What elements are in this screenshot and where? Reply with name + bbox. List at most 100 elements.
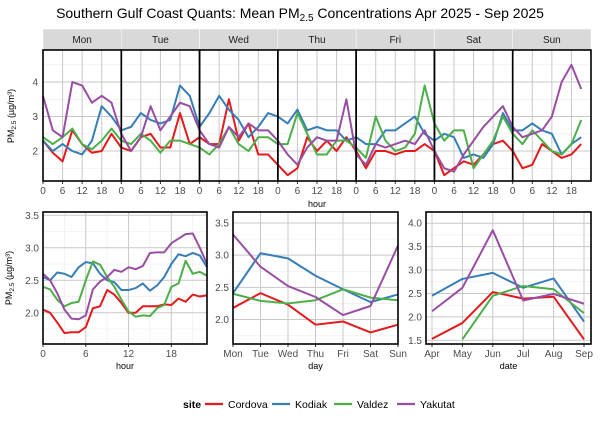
x-tick-label: 18 (488, 186, 500, 197)
title-subscript: 2.5 (300, 13, 314, 24)
panel-border (232, 211, 399, 345)
x-tick-label: Wed (278, 349, 298, 360)
x-tick-label: 18 (253, 186, 265, 197)
x-tick-label: Mon (223, 349, 242, 360)
panel-border (42, 211, 208, 345)
y-tick-label: 3.5 (408, 242, 422, 253)
hour-line-kodiak (42, 251, 208, 292)
y-tick-label: 4.0 (408, 219, 422, 230)
x-tick-label: 0 (275, 186, 281, 197)
y-tick-label: 1.5 (408, 336, 422, 347)
x-tick-label: 12 (123, 349, 135, 360)
facet-label-thu: Thu (308, 35, 325, 46)
legend: site Cordova Kodiak Valdez Yakutat (183, 399, 455, 411)
x-tick-label: 6 (83, 349, 89, 360)
y-label-sub: 2.5 (11, 120, 18, 129)
x-tick-label: 12 (77, 186, 89, 197)
x-tick-label: 6 (373, 186, 379, 197)
y-tick-label: 4 (32, 78, 38, 89)
x-tick-label: Jun (485, 349, 501, 360)
chart-title: Southern Gulf Coast Quants: Mean PM2.5 C… (56, 5, 544, 24)
facet-label-fri: Fri (389, 35, 401, 46)
x-tick-label: Apr (424, 349, 440, 360)
day-line-yakutat (232, 233, 399, 317)
y-tick-label: 2.0 (215, 315, 229, 326)
x-tick-label: 0 (119, 186, 125, 197)
x-tick-label: 18 (166, 349, 178, 360)
facet-label-mon: Mon (72, 35, 91, 46)
x-tick-label: 6 (216, 186, 222, 197)
facet-label-tue: Tue (152, 35, 169, 46)
y-tick-label: 3.0 (408, 266, 422, 277)
day-line-kodiak (232, 252, 399, 304)
x-tick-label: 12 (155, 186, 167, 197)
y-axis-label-top: PM2.5 (µg/m³) (6, 89, 18, 143)
x-tick-label: Thu (307, 349, 324, 360)
x-tick-label: 12 (233, 186, 245, 197)
month-line-kodiak (431, 271, 585, 323)
series-line-kodiak (42, 84, 582, 159)
x-tick-label: 6 (530, 186, 536, 197)
y-label-main: PM (6, 130, 16, 144)
y-tick-label: 2.5 (215, 283, 229, 294)
x-axis-label: date (500, 361, 518, 371)
legend-label-yakutat: Yakutat (420, 399, 455, 411)
x-tick-label: 18 (174, 186, 186, 197)
y-tick-label: 2 (32, 147, 38, 158)
month-line-yakutat (431, 229, 585, 313)
y-tick-label: 2.0 (408, 312, 422, 323)
series-line-valdez (42, 84, 583, 170)
y-tick-label: 3.5 (25, 211, 39, 222)
x-tick-label: 12 (468, 186, 480, 197)
x-tick-label: May (453, 349, 472, 360)
x-tick-label: 18 (331, 186, 343, 197)
y-tick-label: 3.0 (25, 243, 39, 254)
y-tick-label: 2.5 (408, 289, 422, 300)
y-tick-label: 3.0 (215, 251, 229, 262)
y-tick-label: 3 (32, 112, 38, 123)
x-tick-label: 0 (353, 186, 359, 197)
x-tick-label: 0 (510, 186, 516, 197)
series-line-yakutat (42, 63, 583, 173)
x-tick-label: 18 (96, 186, 108, 197)
x-tick-label: Sat (363, 349, 378, 360)
y-label-unit: (µg/m³) (4, 251, 14, 283)
month-line-cordova (431, 291, 585, 340)
x-tick-label: 0 (40, 349, 46, 360)
y-label-main: PM (4, 292, 14, 306)
title-rest: Concentrations Apr 2025 - Sep 2025 (314, 5, 545, 21)
hour-line-valdez (42, 259, 208, 318)
x-tick-label: 6 (451, 186, 457, 197)
x-tick-label: 0 (40, 186, 46, 197)
x-tick-label: Tue (252, 349, 269, 360)
y-tick-label: 3.5 (215, 218, 229, 229)
x-axis-label: day (308, 361, 323, 371)
day-line-cordova (232, 292, 399, 334)
x-tick-label: Sep (575, 349, 593, 360)
x-tick-label: 6 (295, 186, 301, 197)
panel-border (425, 211, 592, 345)
x-tick-label: 18 (566, 186, 578, 197)
x-tick-label: 6 (60, 186, 66, 197)
y-label-sub: 2.5 (9, 282, 16, 291)
legend-title: site (183, 399, 201, 411)
x-tick-label: Aug (545, 349, 563, 360)
y-tick-label: 2.0 (25, 308, 39, 319)
x-tick-label: 18 (409, 186, 421, 197)
facet-label-wed: Wed (229, 35, 249, 46)
x-tick-label: 12 (390, 186, 402, 197)
day-line-valdez (232, 288, 399, 305)
x-tick-label: Jul (517, 349, 530, 360)
facet-panel-border (511, 49, 592, 182)
x-tick-label: 0 (432, 186, 438, 197)
y-label-unit: (µg/m³) (6, 89, 16, 121)
x-tick-label: Sun (389, 349, 407, 360)
legend-label-valdez: Valdez (357, 399, 388, 411)
x-tick-label: 6 (138, 186, 144, 197)
x-tick-label: 12 (546, 186, 558, 197)
facet-label-sat: Sat (466, 35, 481, 46)
x-tick-label: Fri (337, 349, 349, 360)
hour-line-yakutat (42, 232, 208, 321)
x-axis-label: hour (116, 361, 134, 371)
